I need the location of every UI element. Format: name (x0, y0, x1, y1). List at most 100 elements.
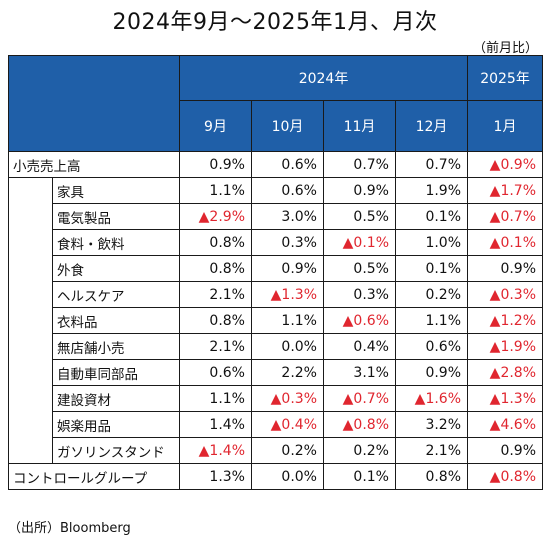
value-cell: 0.9% (467, 255, 544, 282)
value-cell: ▲1.9% (467, 333, 544, 360)
value-cell: 0.7% (394, 151, 469, 178)
retail-sales-table: 2024年 2025年 9月 10月 11月 12月 1月 小売売上高 0.9% 0… (8, 55, 544, 490)
value-cell: 2.2% (251, 359, 324, 386)
table-row: 衣料品 0.8% 1.1% ▲0.6% 1.1% ▲1.2% (9, 307, 544, 334)
row-indent (8, 177, 53, 464)
value-cell: 0.5% (323, 255, 396, 282)
value-cell: ▲1.4% (179, 437, 252, 464)
value-cell: ▲4.6% (467, 411, 544, 438)
value-cell: ▲0.8% (323, 411, 396, 438)
header-month: 12月 (394, 100, 469, 152)
table-row: 食料・飲料 0.8% 0.3% ▲0.1% 1.0% ▲0.1% (9, 229, 544, 256)
header-year-2024: 2024年 (178, 55, 469, 101)
value-cell: ▲0.9% (467, 151, 544, 178)
value-cell: 0.1% (394, 255, 469, 282)
table-row: コントロールグループ 1.3% 0.0% 0.1% 0.8% ▲0.8% (8, 463, 544, 490)
value-cell: ▲1.3% (467, 385, 544, 412)
value-cell: 0.8% (394, 463, 469, 490)
value-cell: 0.2% (394, 281, 469, 308)
value-cell: ▲1.3% (251, 281, 324, 308)
row-label: ガソリンスタンド (52, 437, 180, 464)
value-cell: ▲0.7% (467, 203, 544, 230)
value-cell: 0.9% (467, 437, 544, 464)
row-label: 衣料品 (52, 307, 180, 334)
header-year-2025: 2025年 (467, 55, 544, 101)
value-cell: 0.1% (394, 203, 469, 230)
header-month: 9月 (179, 100, 252, 152)
row-label: 外食 (52, 255, 180, 282)
header-month: 11月 (323, 100, 396, 152)
table-body: 小売売上高 0.9% 0.6% 0.7% 0.7% ▲0.9% 家具 1.1% 0.6% 0.9%… (8, 151, 544, 490)
value-cell: ▲2.9% (179, 203, 252, 230)
row-label: 娯楽用品 (52, 411, 180, 438)
value-cell: ▲1.2% (467, 307, 544, 334)
value-cell: 0.2% (323, 437, 396, 464)
header-corner (8, 55, 180, 152)
value-cell: 2.1% (179, 333, 252, 360)
value-cell: 0.6% (251, 177, 324, 204)
value-cell: ▲0.3% (467, 281, 544, 308)
value-cell: 3.1% (323, 359, 396, 386)
table-row: 自動車同部品 0.6% 2.2% 3.1% 0.9% ▲2.8% (9, 359, 544, 386)
value-cell: 1.3% (179, 463, 252, 490)
value-cell: 3.0% (251, 203, 324, 230)
value-cell: 1.1% (251, 307, 324, 334)
value-cell: 0.8% (179, 255, 252, 282)
value-cell: 0.2% (251, 437, 324, 464)
value-cell: ▲0.8% (467, 463, 544, 490)
value-cell: ▲0.4% (251, 411, 324, 438)
value-cell: 0.7% (323, 151, 396, 178)
table-row: 無店舗小売 2.1% 0.0% 0.4% 0.6% ▲1.9% (9, 333, 544, 360)
value-cell: ▲0.6% (323, 307, 396, 334)
value-cell: 1.9% (394, 177, 469, 204)
table-row: ガソリンスタンド ▲1.4% 0.2% 0.2% 2.1% 0.9% (9, 437, 544, 464)
value-cell: 2.1% (394, 437, 469, 464)
row-label: ヘルスケア (52, 281, 180, 308)
table-row: 外食 0.8% 0.9% 0.5% 0.1% 0.9% (9, 255, 544, 282)
value-cell: 0.6% (179, 359, 252, 386)
value-cell: 0.0% (251, 333, 324, 360)
row-label: 家具 (52, 177, 180, 204)
value-cell: 1.4% (179, 411, 252, 438)
value-cell: 0.6% (394, 333, 469, 360)
value-cell: 3.2% (394, 411, 469, 438)
value-cell: 0.3% (251, 229, 324, 256)
value-cell: ▲0.1% (467, 229, 544, 256)
value-cell: 1.1% (179, 385, 252, 412)
table-row: 家具 1.1% 0.6% 0.9% 1.9% ▲1.7% (8, 177, 544, 464)
value-cell: ▲1.7% (467, 177, 544, 204)
unit-note: （前月比） (472, 41, 538, 56)
row-label: 食料・飲料 (52, 229, 180, 256)
table-row: 小売売上高 0.9% 0.6% 0.7% 0.7% ▲0.9% (8, 151, 544, 178)
value-cell: 0.8% (179, 229, 252, 256)
header-month: 10月 (251, 100, 324, 152)
value-cell: 1.1% (179, 177, 252, 204)
value-cell: ▲0.1% (323, 229, 396, 256)
page-title: 2024年9月～2025年1月、月次 (112, 10, 438, 35)
row-label: 無店舗小売 (52, 333, 180, 360)
value-cell: 0.1% (323, 463, 396, 490)
row-label: コントロールグループ (8, 463, 180, 490)
row-label: 小売売上高 (8, 151, 180, 178)
table-row: ヘルスケア 2.1% ▲1.3% 0.3% 0.2% ▲0.3% (9, 281, 544, 308)
value-cell: 0.9% (179, 151, 252, 178)
value-cell: ▲1.6% (394, 385, 469, 412)
header-month: 1月 (467, 100, 544, 152)
value-cell: 1.1% (394, 307, 469, 334)
value-cell: 2.1% (179, 281, 252, 308)
value-cell: 0.9% (323, 177, 396, 204)
value-cell: 0.5% (323, 203, 396, 230)
table-row: 電気製品 ▲2.9% 3.0% 0.5% 0.1% ▲0.7% (9, 203, 544, 230)
table-row: 娯楽用品 1.4% ▲0.4% ▲0.8% 3.2% ▲4.6% (9, 411, 544, 438)
source-note: （出所）Bloomberg (8, 521, 131, 536)
value-cell: 0.6% (251, 151, 324, 178)
value-cell: 1.0% (394, 229, 469, 256)
value-cell: 0.8% (179, 307, 252, 334)
value-cell: 0.9% (394, 359, 469, 386)
table-row: 建設資材 1.1% ▲0.3% ▲0.7% ▲1.6% ▲1.3% (9, 385, 544, 412)
row-label: 建設資材 (52, 385, 180, 412)
value-cell: 0.0% (251, 463, 324, 490)
row-label: 電気製品 (52, 203, 180, 230)
value-cell: ▲0.3% (251, 385, 324, 412)
value-cell: 0.9% (251, 255, 324, 282)
